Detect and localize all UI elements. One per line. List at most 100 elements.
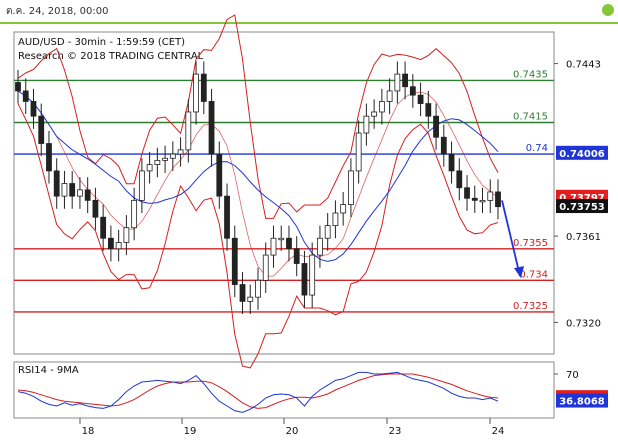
header-date: ต.ค. 24, 2018, 00:00 (6, 6, 109, 17)
candle-body (286, 237, 292, 250)
candle-body (425, 103, 432, 117)
candle-body (123, 227, 130, 243)
candle-body (440, 136, 447, 155)
chart-subtitle: Research © 2018 TRADING CENTRAL (18, 51, 204, 62)
x-tick-label: 20 (286, 426, 299, 437)
y-axis-ticks: 0.7443 0.7361 0.7320 (554, 60, 601, 329)
candle-body (464, 187, 470, 199)
candle-body (262, 254, 269, 281)
price-badge (556, 199, 608, 214)
candle-body (378, 101, 385, 113)
level-label: 0.7415 (513, 111, 548, 122)
x-tick-label: 19 (184, 426, 197, 437)
support-resistance-levels: 0.7435 0.7415 0.74 0.7355 0.734 0.7325 (14, 69, 554, 313)
candle-body (402, 73, 408, 88)
price-badge-label: 0.73753 (559, 202, 605, 213)
header-divider (0, 22, 618, 24)
y-tick-label: 0.7443 (566, 60, 601, 71)
candle-body (216, 153, 223, 197)
moving-average-line (17, 90, 499, 262)
rsi-badge-label: 36.8068 (559, 397, 605, 408)
candle-body (77, 189, 83, 197)
candle-body (371, 111, 378, 117)
candle-body (200, 73, 207, 102)
candle-body (340, 204, 347, 214)
candle-body (255, 279, 261, 298)
candle-body (231, 237, 238, 285)
price-badge-label: 0.74006 (559, 149, 605, 160)
bollinger-lower (17, 103, 499, 369)
candle-body (208, 101, 215, 155)
level-label: 0.7355 (513, 238, 548, 249)
candle-body (348, 170, 354, 205)
level-label: 0.734 (519, 269, 548, 280)
candle-body (53, 170, 60, 197)
forecast-arrow-line (501, 200, 521, 277)
candle-body (394, 73, 401, 92)
price-badge-label: 0.73797 (559, 193, 605, 204)
forecast-arrowhead (514, 266, 524, 279)
candle-body (15, 82, 21, 92)
candle-body (433, 115, 439, 138)
candle-body (317, 237, 323, 256)
candle-body (386, 90, 393, 102)
level-label: 0.7435 (513, 69, 548, 80)
candle-body (30, 101, 37, 117)
candle-body (309, 254, 316, 296)
candle-body (487, 191, 494, 201)
candle-body (193, 73, 199, 113)
candle-body (131, 199, 138, 229)
candle-body (69, 183, 76, 197)
candle-body (224, 195, 230, 239)
y-tick-label: 0.7361 (566, 232, 601, 243)
candle-body (108, 237, 114, 250)
rsi-lines: 7041.074436.8068 (17, 370, 608, 413)
candle-body (46, 143, 52, 172)
candle-body (278, 237, 285, 241)
candle-body (417, 94, 424, 104)
candles (15, 61, 501, 315)
candle-body (355, 132, 362, 172)
candle-body (332, 212, 339, 227)
candle-body (301, 263, 308, 296)
candle-body (100, 216, 107, 239)
bollinger-bands (17, 14, 499, 369)
level-label: 0.7325 (513, 301, 548, 312)
candle-body (185, 111, 192, 151)
candle-body (495, 191, 501, 208)
candle-body (154, 159, 161, 165)
candle-body (38, 115, 45, 144)
header-bar: ต.ค. 24, 2018, 00:00 (0, 0, 618, 22)
x-tick-label: 18 (82, 426, 95, 437)
candle-body (22, 90, 29, 102)
candle-body (363, 115, 370, 134)
candle-body (239, 284, 246, 302)
bollinger-upper (17, 14, 499, 219)
candle-body (471, 197, 478, 201)
candle-body (177, 149, 184, 155)
candle-body (84, 189, 91, 201)
candle-body (479, 199, 486, 203)
candle-body (115, 242, 122, 250)
candle-body (270, 237, 277, 256)
status-dot-icon (602, 4, 614, 16)
rsi-line (17, 371, 499, 413)
candle-body (247, 296, 254, 302)
candle-body (456, 170, 463, 189)
forecast-arrow (501, 200, 524, 279)
candle-body (169, 153, 176, 159)
candle-body (409, 86, 416, 96)
rsi-panel-frame (13, 361, 555, 419)
moving-average (17, 90, 499, 262)
price-badge (556, 145, 608, 160)
chart-title: AUD/USD - 30min - 1:59:59 (CET) (18, 37, 185, 48)
rsi-title: RSI14 - 9MA (18, 365, 79, 376)
candle-body (448, 153, 455, 172)
candle-body (162, 157, 168, 161)
candle-body (138, 170, 145, 201)
x-tick-label: 23 (389, 426, 402, 437)
bollinger-middle (17, 90, 499, 277)
rsi-ma-line (17, 373, 499, 409)
